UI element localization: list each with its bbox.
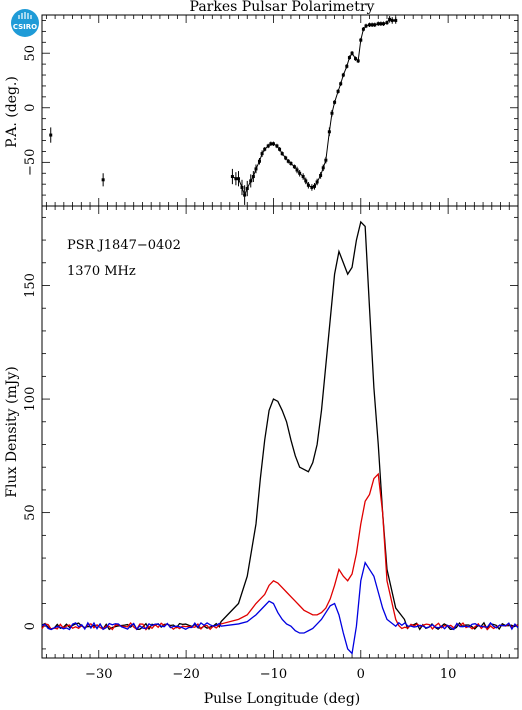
flux-series-line [41,560,519,655]
frequency-annotation: 1370 MHz [67,264,136,279]
x-tick-label: −30 [85,667,112,682]
x-axis-label: Pulse Longitude (deg) [204,691,361,707]
pa-frame [41,14,519,207]
csiro-logo-text: CSIRO [13,23,37,31]
pa-marker [101,178,105,182]
chart-title: Parkes Pulsar Polarimetry [190,0,375,15]
pa-axis-label: P.A. (deg.) [4,76,20,148]
flux-y-tick-label: 100 [23,387,38,412]
pa-point [101,173,105,187]
csiro-logo-circle [11,9,39,37]
flux-series-line [41,220,518,631]
pa-y-tick-label: 50 [23,45,38,62]
flux-frame [41,205,519,659]
flux-y-tick-label: 0 [23,622,38,630]
pa-point [49,127,53,143]
pa-sweep-line [232,18,396,197]
pa-y-tick-label: −50 [23,149,38,176]
pa-marker [49,133,53,137]
pa-y-tick-label: 0 [23,104,38,112]
x-tick-label: −20 [172,667,199,682]
psr-name-annotation: PSR J1847−0402 [67,238,181,253]
x-tick-label: −10 [260,667,287,682]
x-tick-label: 0 [357,667,365,682]
csiro-logo-mark-icon [18,12,32,19]
flux-y-tick-label: 50 [23,504,38,521]
flux-y-tick-label: 150 [23,273,38,298]
csiro-logo: CSIRO [11,9,39,37]
x-tick-label: 10 [440,667,457,682]
flux-series-line [41,472,519,631]
flux-axis-label: Flux Density (mJy) [4,366,20,497]
pa-panel: −50 0 50 [23,14,519,658]
